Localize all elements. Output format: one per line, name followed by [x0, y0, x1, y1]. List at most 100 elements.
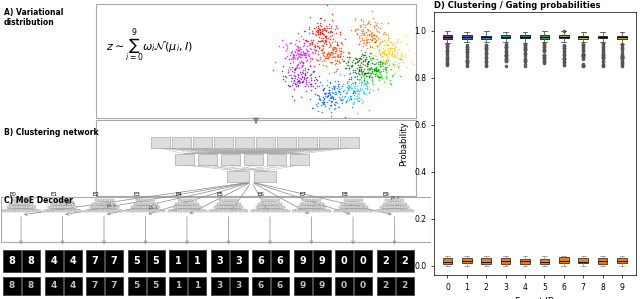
- Point: [320, 103, 330, 108]
- Point: [287, 94, 298, 99]
- Point: [380, 53, 390, 57]
- Point: [367, 76, 378, 81]
- Point: [310, 51, 320, 56]
- Point: [365, 71, 375, 76]
- Point: [325, 30, 335, 35]
- Text: 5: 5: [152, 256, 159, 266]
- Point: [321, 39, 331, 43]
- Point: [357, 100, 367, 105]
- Bar: [385, 199, 389, 201]
- Point: [316, 46, 326, 51]
- Bar: [390, 206, 394, 208]
- Text: 0: 0: [340, 256, 348, 266]
- Point: [369, 24, 379, 29]
- PathPatch shape: [598, 36, 607, 38]
- Point: [308, 68, 318, 73]
- Point: [313, 93, 323, 97]
- Bar: [131, 206, 135, 208]
- Bar: [22, 206, 26, 208]
- Point: [316, 31, 326, 36]
- Bar: [214, 206, 218, 208]
- Point: [328, 83, 338, 88]
- Point: [359, 78, 369, 83]
- Point: [313, 24, 323, 29]
- Point: [382, 55, 392, 60]
- Point: [319, 96, 329, 101]
- Bar: [109, 206, 113, 208]
- Bar: [275, 210, 280, 211]
- Point: [323, 83, 333, 87]
- Point: [317, 83, 327, 88]
- Text: 9: 9: [318, 256, 325, 266]
- Point: [348, 86, 358, 90]
- Point: [365, 45, 376, 50]
- Point: [364, 39, 374, 44]
- Point: [371, 38, 381, 43]
- Point: [342, 59, 353, 64]
- Text: 2: 2: [382, 281, 388, 291]
- Point: [308, 51, 318, 55]
- Point: [298, 52, 308, 57]
- Point: [357, 28, 367, 33]
- Point: [361, 57, 371, 62]
- Text: 0: 0: [360, 256, 366, 266]
- Point: [327, 52, 337, 57]
- Point: [330, 87, 340, 92]
- Point: [335, 31, 345, 36]
- Bar: [92, 202, 96, 205]
- Point: [299, 75, 309, 80]
- Point: [356, 24, 366, 28]
- Point: [397, 54, 408, 58]
- Bar: [280, 206, 285, 208]
- Point: [308, 70, 318, 74]
- Text: 9: 9: [300, 281, 306, 291]
- Point: [340, 37, 350, 42]
- Point: [310, 86, 321, 90]
- Point: [318, 101, 328, 106]
- Point: [389, 53, 399, 57]
- Point: [277, 38, 287, 42]
- Point: [331, 100, 341, 105]
- Point: [281, 48, 291, 52]
- Bar: [188, 210, 191, 211]
- Point: [305, 59, 315, 63]
- Point: [402, 42, 412, 47]
- Point: [315, 80, 325, 84]
- Point: [380, 53, 390, 58]
- Point: [358, 53, 368, 58]
- Point: [289, 53, 299, 58]
- Point: [312, 30, 322, 35]
- Point: [300, 83, 310, 88]
- Bar: [346, 202, 350, 205]
- Text: 3: 3: [216, 281, 223, 291]
- Point: [365, 65, 376, 69]
- Point: [379, 51, 389, 56]
- Point: [348, 101, 358, 106]
- Bar: [234, 199, 238, 201]
- Text: $p_{i,0}$: $p_{i,0}$: [23, 196, 34, 204]
- Point: [296, 59, 307, 64]
- Point: [356, 16, 366, 21]
- Point: [355, 87, 365, 92]
- Point: [374, 49, 384, 54]
- Text: 6: 6: [277, 281, 283, 291]
- PathPatch shape: [481, 36, 491, 39]
- Point: [371, 65, 381, 70]
- Point: [323, 51, 333, 56]
- Point: [314, 94, 324, 98]
- Bar: [1, 210, 6, 211]
- Point: [292, 79, 302, 84]
- Point: [381, 65, 391, 70]
- Bar: [395, 206, 399, 208]
- Point: [336, 51, 346, 55]
- Point: [333, 89, 343, 93]
- Bar: [26, 210, 31, 211]
- Point: [342, 88, 353, 93]
- Bar: [361, 202, 365, 205]
- Point: [392, 56, 403, 61]
- Point: [323, 55, 333, 60]
- Bar: [277, 137, 296, 148]
- Point: [294, 51, 305, 56]
- Bar: [65, 202, 70, 205]
- Point: [383, 57, 393, 62]
